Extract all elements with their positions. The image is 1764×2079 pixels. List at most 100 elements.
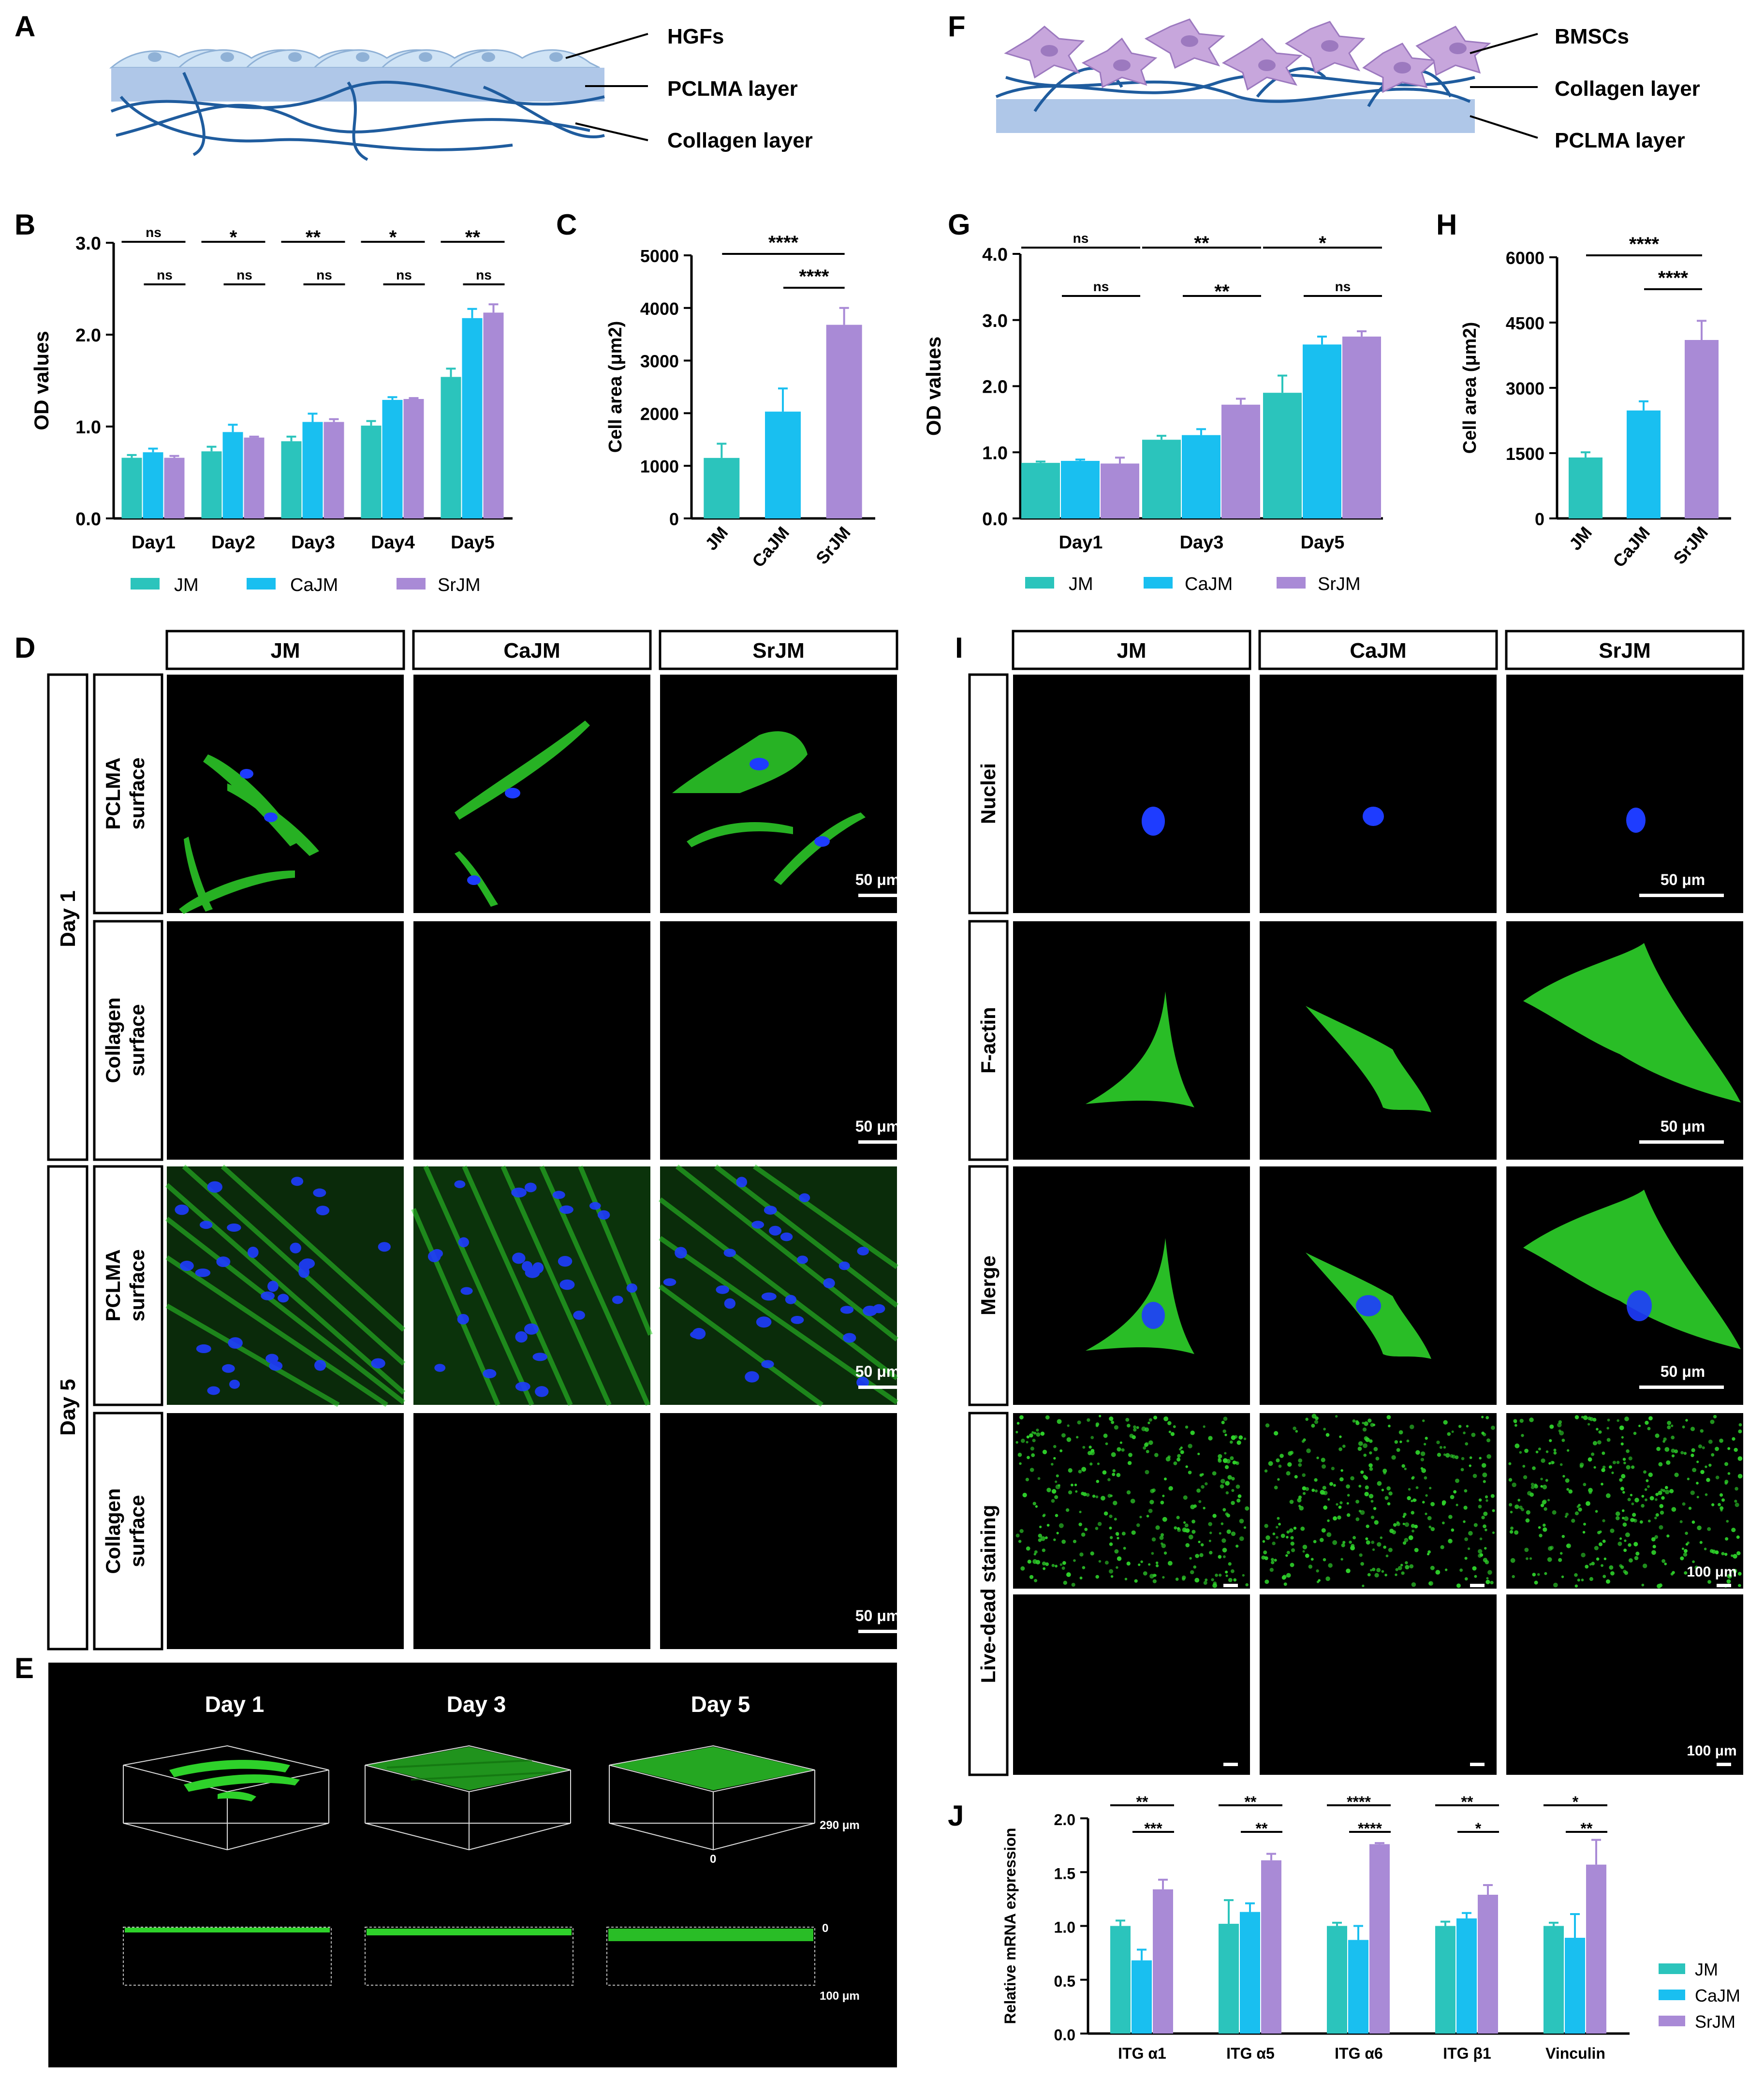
live-cell: [1443, 1453, 1446, 1456]
live-cell: [1592, 1417, 1597, 1422]
live-cell: [1082, 1566, 1086, 1569]
live-cell: [1620, 1442, 1624, 1445]
live-cell: [1522, 1465, 1526, 1468]
live-cell: [1736, 1551, 1741, 1556]
live-cell: [1127, 1461, 1132, 1465]
y-tick-label: 3000: [1506, 379, 1544, 398]
nucleus: [180, 1260, 194, 1271]
y-tick-label: 2.0: [1054, 1811, 1075, 1828]
nucleus: [458, 1237, 469, 1248]
live-cell: [1138, 1563, 1141, 1566]
live-cell: [1463, 1505, 1468, 1510]
live-cell: [1350, 1476, 1354, 1481]
live-cell: [1616, 1460, 1620, 1464]
e-title-day1: Day 1: [205, 1692, 265, 1717]
live-cell: [1086, 1493, 1090, 1497]
panel-i: JM CaJM SrJM Nuclei F-actin Merge Live-d…: [968, 630, 1745, 1776]
live-cell: [1396, 1448, 1400, 1452]
y-tick-label: 1.5: [1054, 1865, 1075, 1882]
live-cell: [1225, 1512, 1229, 1516]
nucleus: [207, 1181, 222, 1193]
live-cell: [1038, 1533, 1043, 1538]
live-cell: [1146, 1450, 1149, 1453]
nucleus: [228, 1337, 243, 1349]
live-cell: [1201, 1473, 1204, 1476]
live-cell: [1540, 1477, 1543, 1481]
live-cell: [1727, 1574, 1732, 1579]
nucleus: [227, 1223, 241, 1232]
live-cell: [1719, 1493, 1723, 1497]
live-cell: [1274, 1486, 1278, 1489]
live-cell: [1549, 1424, 1554, 1429]
live-cell: [1514, 1530, 1519, 1535]
live-cell: [1540, 1504, 1544, 1507]
live-cell: [1059, 1449, 1063, 1453]
live-cell: [1415, 1450, 1420, 1455]
live-cell: [1647, 1427, 1651, 1430]
live-cell: [1152, 1488, 1156, 1492]
bar: [1586, 1864, 1606, 2034]
live-cell: [1492, 1531, 1495, 1534]
live-cell: [1459, 1568, 1463, 1572]
schematic-a: HGFs PCLMA layer Collagen layer: [109, 25, 813, 161]
live-cell: [1274, 1559, 1277, 1562]
live-cell: [1325, 1576, 1330, 1581]
live-cell: [1032, 1439, 1036, 1443]
live-cell: [1173, 1461, 1177, 1465]
nucleus: [558, 1256, 573, 1267]
live-cell: [1394, 1440, 1398, 1444]
live-cell: [1184, 1529, 1188, 1533]
row-box-1: [93, 673, 163, 914]
live-cell: [1145, 1442, 1149, 1446]
live-cell: [1082, 1445, 1086, 1449]
scale-bar: [1717, 1584, 1731, 1587]
live-cell: [1398, 1430, 1403, 1435]
live-cell: [1370, 1569, 1373, 1572]
col-header-cajm: CaJM: [503, 639, 560, 663]
live-cell: [1639, 1520, 1643, 1524]
live-cell: [1078, 1522, 1082, 1526]
row-label: Collagen: [102, 997, 124, 1083]
live-cell: [1561, 1534, 1565, 1538]
live-cell: [1162, 1517, 1167, 1522]
live-cell: [1125, 1417, 1130, 1422]
live-cell: [1574, 1511, 1579, 1516]
live-cell: [1111, 1452, 1116, 1457]
live-cell: [1660, 1510, 1664, 1515]
live-cell: [1587, 1423, 1590, 1426]
live-cell: [1601, 1468, 1605, 1473]
panel-label-h: H: [1436, 208, 1457, 241]
live-cell: [1667, 1425, 1671, 1430]
nucleus: [843, 1333, 856, 1343]
live-cell: [1173, 1425, 1176, 1428]
x-tick-label: Day1: [132, 532, 176, 553]
live-cell: [1685, 1543, 1689, 1546]
sig-label: *: [1573, 1793, 1579, 1811]
live-cell: [1332, 1540, 1338, 1545]
live-cell: [1162, 1494, 1165, 1497]
live-cell: [1222, 1555, 1226, 1558]
nucleus: [559, 1205, 573, 1214]
row-label: surface: [126, 757, 148, 829]
live-cell: [1654, 1535, 1659, 1539]
live-cell: [1331, 1466, 1335, 1471]
live-cell: [1298, 1458, 1303, 1463]
bar: [222, 432, 243, 518]
live-cell: [1682, 1502, 1686, 1506]
live-cell: [1566, 1543, 1571, 1548]
live-cell: [1117, 1556, 1122, 1561]
panel-e: Day 1 Day 3 Day 5: [48, 1663, 897, 2067]
sig-label: **: [1136, 1793, 1148, 1811]
live-cell: [1718, 1503, 1721, 1506]
live-cell: [1289, 1528, 1294, 1533]
live-cell: [1541, 1458, 1545, 1463]
live-cell: [1283, 1582, 1287, 1586]
live-cell: [1427, 1516, 1432, 1520]
live-cell: [1561, 1575, 1564, 1578]
live-cell: [1365, 1537, 1368, 1541]
scale-bar-label: 50 μm: [855, 1607, 900, 1624]
live-cell: [1238, 1435, 1243, 1440]
live-cell: [1221, 1538, 1226, 1543]
x-tick-label: Day3: [291, 532, 335, 553]
live-cell: [1472, 1566, 1477, 1571]
